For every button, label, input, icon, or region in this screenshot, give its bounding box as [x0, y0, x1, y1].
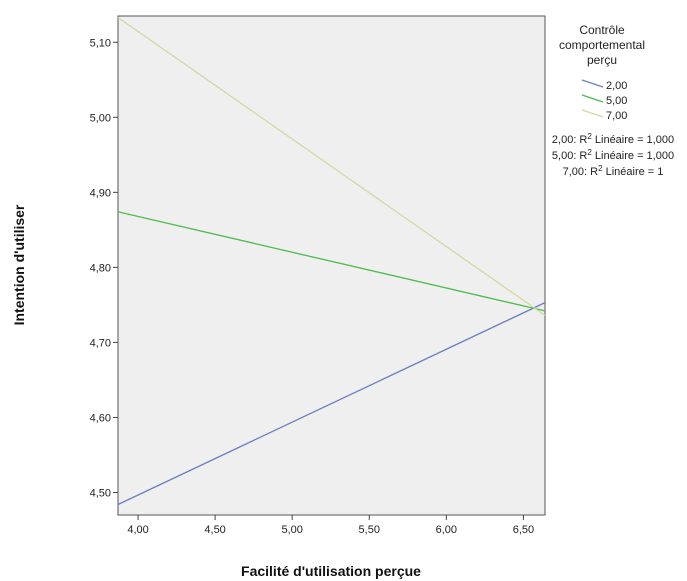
legend-swatch [581, 94, 604, 103]
x-axis-title: Facilité d'utilisation perçue [241, 563, 421, 579]
legend-swatch [581, 109, 604, 118]
y-tick-label: 4,50 [90, 487, 111, 499]
y-tick-label: 4,70 [90, 337, 111, 349]
y-tick-label: 5,10 [90, 37, 111, 49]
legend-swatch [581, 79, 604, 88]
y-tick-label: 5,00 [90, 112, 111, 124]
x-tick-label: 4,50 [204, 524, 225, 536]
y-tick-label: 4,90 [90, 187, 111, 199]
x-tick-label: 4,00 [127, 524, 148, 536]
series-line-7,00 [117, 16, 546, 316]
legend-label: 2,00 [606, 80, 627, 92]
fit-line-2: 5,00: R2 Linéaire = 1,000 [552, 148, 674, 162]
legend: Contrôle comportemental perçu 2,00 5,00 7,… [552, 23, 674, 178]
fit-line-3: 7,00: R2 Linéaire = 1 [563, 164, 664, 178]
y-axis-title: Intention d'utiliser [11, 204, 27, 325]
plot-area [117, 15, 546, 516]
legend-label: 7,00 [606, 110, 627, 122]
legend-title-line-1: Contrôle [579, 23, 625, 37]
x-axis: 4,00 4,50 5,00 5,50 6,00 6,50 [127, 515, 534, 536]
x-tick-label: 6,50 [513, 524, 534, 536]
series-lines [117, 16, 546, 506]
legend-label: 5,00 [606, 95, 627, 107]
y-axis: 4,50 4,60 4,70 4,80 4,90 5,00 5,10 [90, 37, 118, 499]
y-tick-label: 4,60 [90, 412, 111, 424]
x-tick-label: 5,00 [281, 524, 302, 536]
fit-line-1: 2,00: R2 Linéaire = 1,000 [552, 132, 674, 146]
y-tick-label: 4,80 [90, 262, 111, 274]
legend-title-line-2: comportemental [559, 38, 645, 52]
series-line-5,00 [117, 211, 546, 312]
series-line-2,00 [117, 302, 546, 506]
x-tick-label: 5,50 [359, 524, 380, 536]
x-tick-label: 6,00 [436, 524, 457, 536]
legend-title-line-3: perçu [587, 53, 617, 67]
